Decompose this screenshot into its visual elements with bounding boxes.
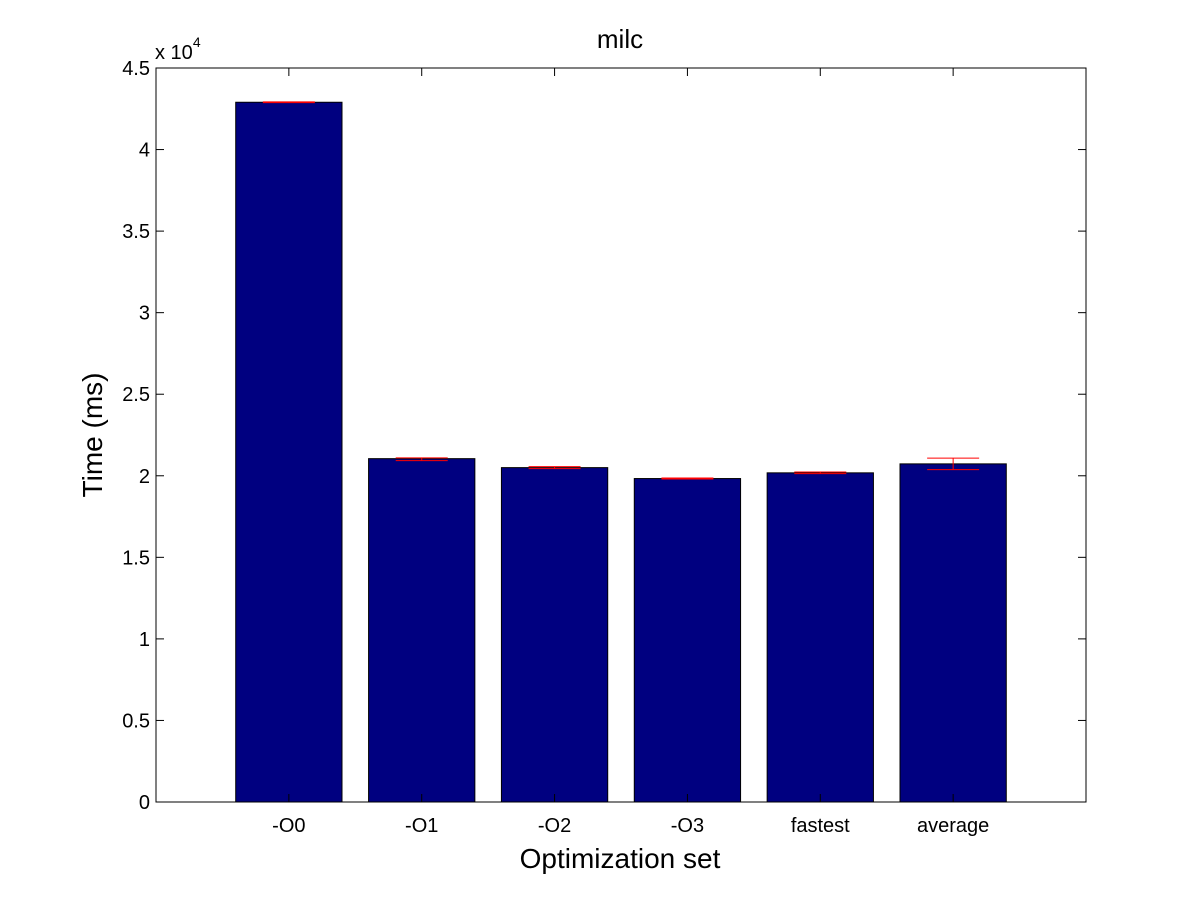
x-axis: -O0 -O1 -O2 -O3 fastest average (272, 68, 989, 837)
y-axis: 0 0.5 1 1.5 2 2.5 3 3.5 4 4.5 (122, 58, 1086, 814)
y-tick-label: 3 (139, 303, 150, 325)
y-tick-label: 4.5 (122, 58, 150, 80)
y-axis-label: Time (ms) (77, 373, 108, 498)
x-tick-label: -O2 (538, 815, 571, 837)
x-tick-label: -O1 (405, 815, 438, 837)
y-tick-label: 4 (139, 140, 150, 162)
y-tick-label: 1 (139, 629, 150, 651)
x-tick-label: -O0 (272, 815, 305, 837)
bar (766, 472, 874, 803)
x-tick-label: average (917, 815, 989, 837)
y-tick-label: 0.5 (122, 710, 150, 732)
x-tick-label: -O3 (671, 815, 704, 837)
bar (235, 101, 343, 803)
y-tick-label: 2 (139, 466, 150, 488)
bar (500, 467, 609, 803)
y-axis-multiplier: x 104 (155, 34, 201, 64)
y-tick-label: 2.5 (122, 384, 150, 406)
x-tick-label: fastest (791, 815, 850, 837)
bar (899, 463, 1007, 803)
error-bars (262, 101, 980, 480)
chart-title: milc (597, 24, 643, 54)
y-tick-label: 1.5 (122, 547, 150, 569)
plot-area-frame (155, 67, 1087, 803)
y-tick-label: 0 (139, 792, 150, 814)
y-tick-label: 3.5 (122, 221, 150, 243)
bars (235, 101, 1007, 803)
x-axis-label: Optimization set (520, 843, 721, 874)
bar (368, 458, 476, 803)
bar (633, 478, 742, 803)
